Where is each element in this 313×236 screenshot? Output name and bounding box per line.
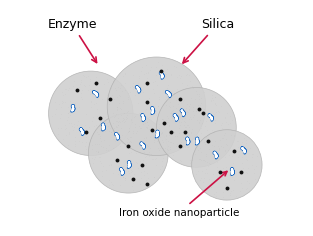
Polygon shape	[115, 134, 118, 139]
Polygon shape	[102, 124, 104, 130]
Circle shape	[107, 57, 206, 156]
Polygon shape	[120, 168, 124, 175]
Polygon shape	[128, 162, 130, 167]
Polygon shape	[155, 131, 159, 138]
Polygon shape	[142, 115, 144, 120]
Polygon shape	[152, 108, 153, 113]
Polygon shape	[93, 91, 98, 97]
Polygon shape	[141, 114, 145, 121]
Text: Silica: Silica	[183, 18, 234, 63]
Polygon shape	[72, 105, 74, 111]
Polygon shape	[196, 138, 198, 144]
Polygon shape	[80, 129, 83, 134]
Polygon shape	[187, 138, 188, 144]
Polygon shape	[231, 168, 234, 175]
Polygon shape	[209, 115, 212, 120]
Polygon shape	[213, 152, 218, 159]
Polygon shape	[167, 92, 170, 96]
Polygon shape	[208, 114, 213, 121]
Polygon shape	[136, 87, 139, 92]
Polygon shape	[152, 108, 153, 113]
Polygon shape	[142, 115, 144, 120]
Polygon shape	[181, 110, 184, 115]
Polygon shape	[232, 169, 233, 174]
Circle shape	[156, 88, 236, 167]
Polygon shape	[94, 92, 97, 96]
Polygon shape	[232, 169, 233, 174]
Polygon shape	[121, 169, 123, 174]
Polygon shape	[160, 72, 164, 79]
Polygon shape	[80, 129, 83, 134]
Polygon shape	[161, 73, 163, 78]
Polygon shape	[166, 91, 171, 97]
Polygon shape	[141, 143, 144, 148]
Polygon shape	[140, 142, 145, 149]
Polygon shape	[101, 123, 105, 131]
Polygon shape	[80, 128, 84, 135]
Polygon shape	[181, 110, 184, 115]
Polygon shape	[214, 152, 217, 158]
Polygon shape	[173, 114, 178, 121]
Polygon shape	[187, 138, 188, 144]
Text: Enzyme: Enzyme	[47, 18, 97, 63]
Polygon shape	[151, 107, 154, 114]
Polygon shape	[121, 169, 123, 174]
Polygon shape	[136, 86, 141, 93]
Polygon shape	[242, 148, 245, 153]
Polygon shape	[72, 105, 74, 111]
Text: Iron oxide nanoparticle: Iron oxide nanoparticle	[119, 172, 239, 218]
Polygon shape	[214, 152, 217, 158]
Polygon shape	[115, 133, 119, 140]
Circle shape	[192, 130, 262, 200]
Polygon shape	[161, 73, 163, 78]
Polygon shape	[71, 105, 75, 112]
Polygon shape	[241, 147, 246, 154]
Polygon shape	[102, 124, 104, 130]
Circle shape	[89, 113, 168, 193]
Polygon shape	[156, 131, 158, 137]
Polygon shape	[128, 162, 130, 167]
Polygon shape	[136, 87, 139, 92]
Polygon shape	[174, 115, 177, 120]
Polygon shape	[167, 92, 170, 96]
Polygon shape	[156, 131, 158, 137]
Polygon shape	[186, 137, 190, 145]
Circle shape	[49, 71, 133, 156]
Polygon shape	[94, 92, 97, 96]
Polygon shape	[115, 134, 118, 139]
Polygon shape	[196, 138, 198, 144]
Polygon shape	[196, 137, 199, 145]
Polygon shape	[180, 109, 185, 117]
Polygon shape	[209, 115, 212, 120]
Polygon shape	[174, 115, 177, 120]
Polygon shape	[242, 148, 245, 153]
Polygon shape	[141, 143, 144, 148]
Polygon shape	[127, 161, 131, 168]
